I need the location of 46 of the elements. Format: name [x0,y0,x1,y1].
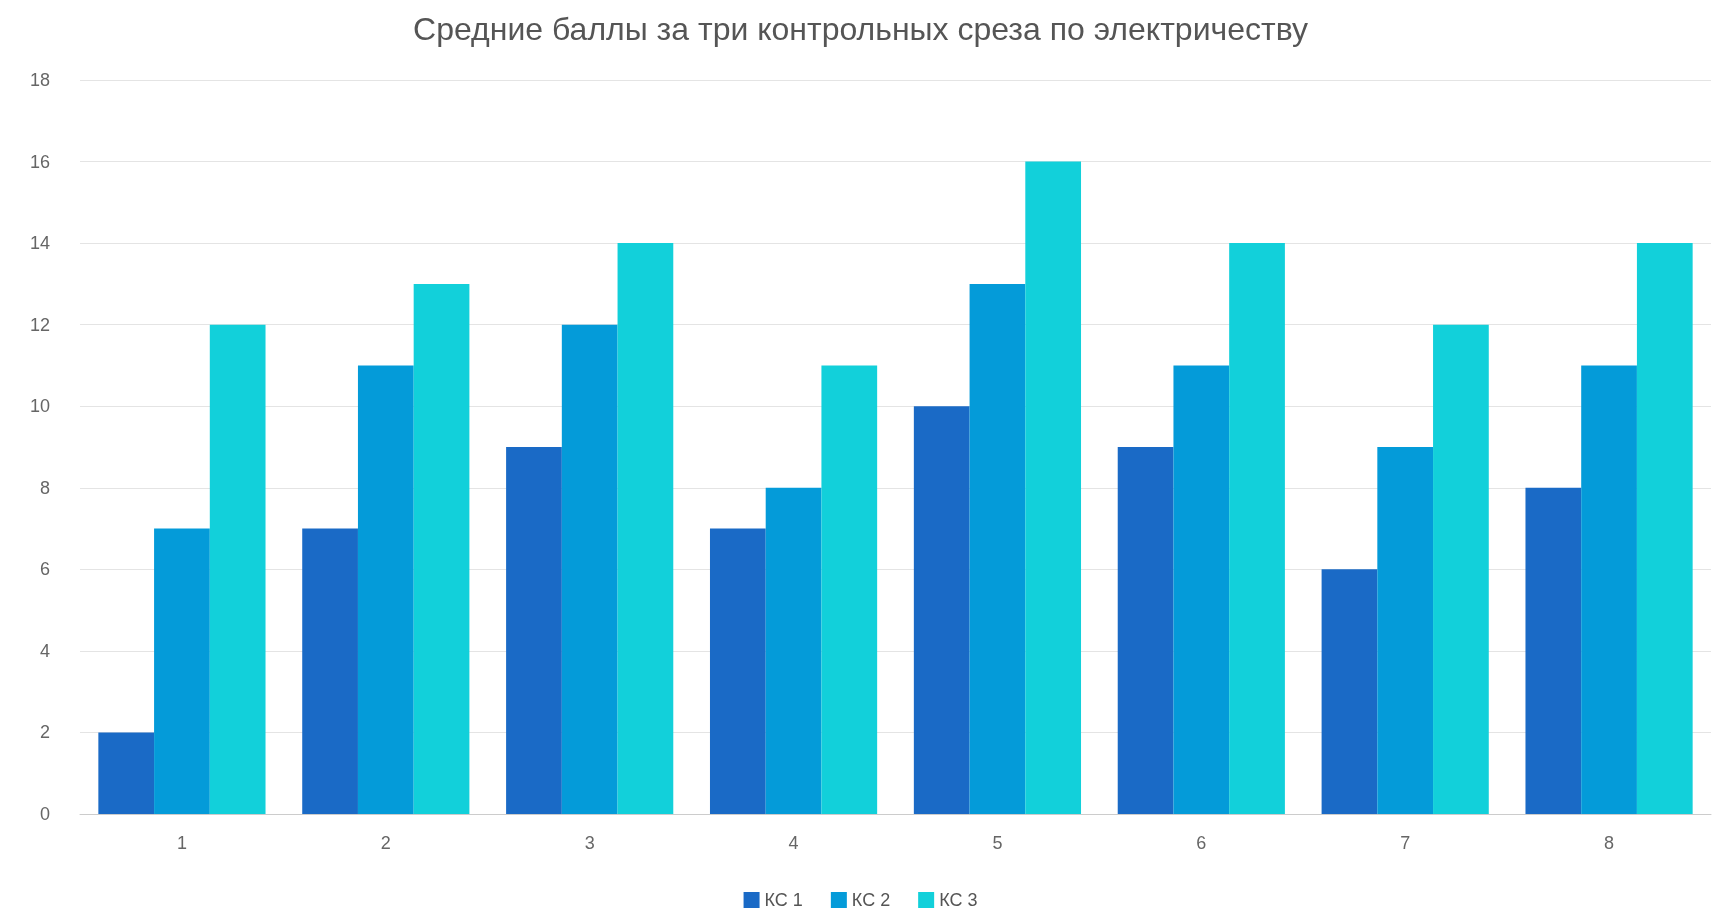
bar [821,365,878,814]
y-tick-label: 16 [29,151,50,172]
x-tick-label: 6 [1196,833,1207,853]
y-tick-label: 6 [39,559,50,580]
bar [969,283,1026,814]
bar [709,528,766,814]
bar [1433,324,1489,814]
x-tick-label: 3 [584,833,595,853]
x-tick-label: 7 [1400,833,1411,853]
bar [913,406,970,814]
bar [1173,365,1230,814]
bar [357,365,414,814]
y-tick-label: 14 [29,233,50,254]
bar [98,732,155,814]
x-tick-label: 4 [788,833,799,853]
bar [1025,161,1082,814]
x-tick-label: 2 [380,833,391,853]
y-tick-label: 10 [29,396,50,417]
bar [561,324,618,814]
legend-label: КС 1 [764,890,803,910]
y-tick-label: 8 [39,477,50,498]
bar [1525,487,1582,814]
bar [1117,447,1174,814]
x-tick-label: 5 [992,833,1003,853]
bar [154,528,210,814]
legend-label: КС 3 [939,890,978,910]
y-tick-label: 12 [29,314,50,335]
x-tick-label: 1 [176,833,187,853]
bar [1377,447,1434,814]
bar [1636,243,1693,814]
bar [302,528,358,814]
bar [413,283,470,814]
bar [209,324,266,814]
bar [765,487,822,814]
bar [617,243,674,814]
bar [1321,569,1378,814]
y-tick-label: 18 [29,70,50,90]
chart-title: Средние баллы за три контрольных среза по электричеству [413,11,1308,47]
bar [506,447,562,814]
y-tick-label: 2 [39,722,50,743]
legend-label: КС 2 [851,890,891,910]
bar [1229,243,1285,814]
y-tick-label: 4 [39,640,50,661]
y-tick-label: 0 [39,804,50,824]
x-tick-label: 8 [1604,833,1615,853]
bar [1581,365,1637,814]
